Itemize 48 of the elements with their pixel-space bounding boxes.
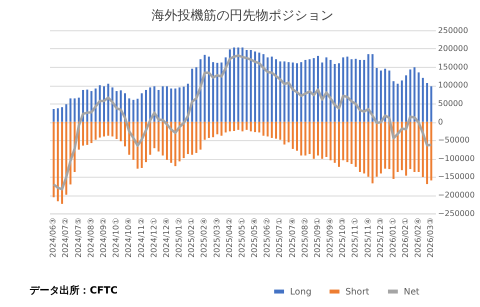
- x-tick-label: 2024/09②: [99, 218, 108, 258]
- x-tick-label: 2025/02④: [200, 218, 209, 258]
- y-tick-label: −250000: [438, 208, 475, 218]
- x-tick-label: 2024/12④: [162, 218, 171, 258]
- y-tick-label: 50000: [438, 98, 464, 108]
- x-tick-label: 2024/06③: [48, 218, 58, 258]
- y-tick-label: 150000: [438, 62, 468, 72]
- x-tick-label: 2025/03③: [212, 218, 222, 258]
- x-tick-label: 2025/05①: [237, 218, 246, 258]
- x-tick-label: 2025/07①: [275, 218, 284, 258]
- x-tick-label: 2026/01①: [388, 218, 398, 258]
- x-tick-label: 2025/09④: [326, 218, 335, 258]
- x-tick-label: 2025/07④: [288, 218, 297, 258]
- legend-label: Net: [404, 288, 420, 298]
- x-tick-label: 2026/02④: [414, 218, 423, 258]
- x-tick-label: 2025/11④: [363, 218, 372, 258]
- x-tick-label: 2025/09①: [312, 218, 322, 258]
- x-tick-label: 2024/10④: [124, 218, 134, 258]
- text: データ出所：CFTC: [30, 284, 118, 297]
- x-tick-label: 2024/08③: [86, 218, 96, 258]
- x-tick-label: 2025/05④: [250, 218, 260, 258]
- x-tick-label: 2024/07⑤: [74, 218, 83, 258]
- x-tick-label: 2025/12③: [376, 218, 385, 258]
- x-tick-label: 2025/11①: [350, 218, 360, 258]
- x-tick-label: 2024/11②: [136, 218, 146, 258]
- y-tick-label: 250000: [438, 26, 468, 35]
- x-tick-label: 2026/03③: [426, 218, 436, 258]
- x-tick-label: 2025/06②: [262, 218, 272, 258]
- y-tick-label: 0: [438, 117, 443, 126]
- x-tick-label: 2025/01②: [174, 218, 184, 258]
- chart-title: 海外投機筋の円先物ポジション: [151, 8, 334, 24]
- x-tick-label: 2025/10③: [338, 218, 348, 258]
- x-tick-label: 2026/02①: [401, 218, 410, 258]
- y-tick-label: −100000: [438, 154, 475, 163]
- y-tick-label: 200000: [438, 44, 468, 54]
- line-series: [52, 54, 433, 190]
- x-tick-label: 2024/10①: [112, 218, 121, 258]
- x-tick-label: 2025/08②: [300, 218, 310, 258]
- x-tick-label: 2024/07②: [61, 218, 70, 258]
- x-tick-label: 2025/02①: [187, 218, 196, 258]
- y-tick-label: −50000: [438, 136, 470, 145]
- legend-label: Long: [290, 288, 312, 298]
- legend-label: Short: [345, 288, 370, 298]
- y-tick-label: −150000: [438, 172, 475, 182]
- y-tick-label: 100000: [438, 80, 468, 90]
- x-tick-label: 2025/04②: [224, 218, 234, 258]
- x-tick-label: 2024/12①: [149, 218, 158, 258]
- y-tick-label: −200000: [438, 190, 475, 200]
